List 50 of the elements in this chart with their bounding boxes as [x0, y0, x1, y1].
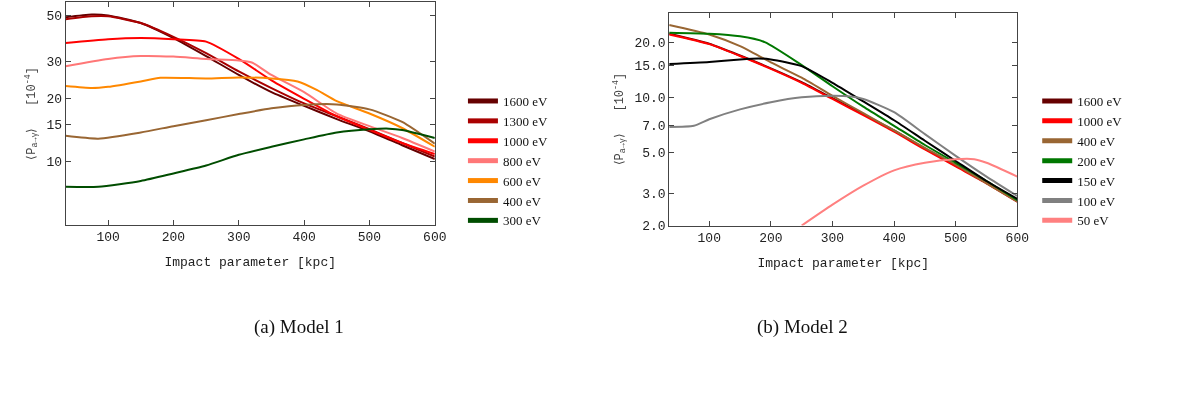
x-axis-title: Impact parameter [kpc]	[757, 255, 930, 271]
y-tick-label: 15	[46, 118, 63, 134]
legend-label: 1600 eV	[502, 94, 548, 110]
x-tick-label: 200	[759, 231, 783, 247]
y-tick-label: 50	[46, 9, 63, 25]
y-tick-label: 2.0	[642, 219, 666, 235]
line-series	[65, 127, 435, 188]
line-series	[65, 54, 435, 153]
x-tick-label: 400	[292, 230, 316, 246]
legend-label: 100 eV	[1077, 193, 1116, 209]
x-axis-title: Impact parameter [kpc]	[164, 255, 337, 271]
y-tick-label: 20	[46, 92, 63, 108]
y-tick-label: 30	[46, 55, 63, 71]
legend-label: 50 eV	[1077, 213, 1110, 229]
legend-label: 200 eV	[1077, 153, 1116, 169]
line-series	[800, 157, 1018, 226]
legend-label: 400 eV	[1077, 133, 1116, 149]
x-tick-label: 100	[96, 230, 120, 246]
x-tick-label: 300	[820, 231, 845, 247]
line-series	[669, 94, 1018, 197]
y-tick-label: 5.0	[642, 146, 666, 162]
legend-label: 600 eV	[502, 173, 542, 189]
legend-label: 1600 eV	[1077, 94, 1123, 110]
legend-label: 400 eV	[502, 193, 542, 209]
legend-label: 1000 eV	[1077, 113, 1123, 129]
x-tick-label: 200	[161, 230, 186, 246]
x-tick-label: 100	[697, 231, 721, 247]
line-series	[669, 57, 1018, 200]
text: (b) Model 2	[757, 316, 848, 338]
legend-label: 150 eV	[1077, 173, 1116, 189]
legend-label: 1300 eV	[502, 113, 548, 129]
line-series	[65, 37, 435, 155]
y-tick-label: 3.0	[642, 186, 666, 202]
text: (a) Model 1	[254, 316, 344, 338]
y-tick-label: 10.0	[634, 90, 666, 106]
x-tick-label: 600	[1005, 231, 1029, 247]
x-tick-label: 500	[357, 230, 382, 246]
y-tick-label: 20.0	[634, 35, 666, 51]
legend-label: 1000 eV	[502, 133, 548, 149]
line-series	[65, 76, 435, 148]
x-tick-label: 500	[943, 231, 968, 247]
x-tick-label: 400	[882, 231, 906, 247]
y-tick-label: 7.0	[642, 119, 666, 135]
y-tick-label: 15.0	[634, 58, 666, 74]
line-series	[65, 103, 435, 145]
x-tick-label: 600	[423, 230, 447, 246]
legend-label: 800 eV	[502, 153, 542, 169]
x-tick-label: 300	[227, 230, 251, 246]
legend-label: 300 eV	[502, 213, 542, 229]
y-tick-label: 10	[46, 155, 63, 171]
